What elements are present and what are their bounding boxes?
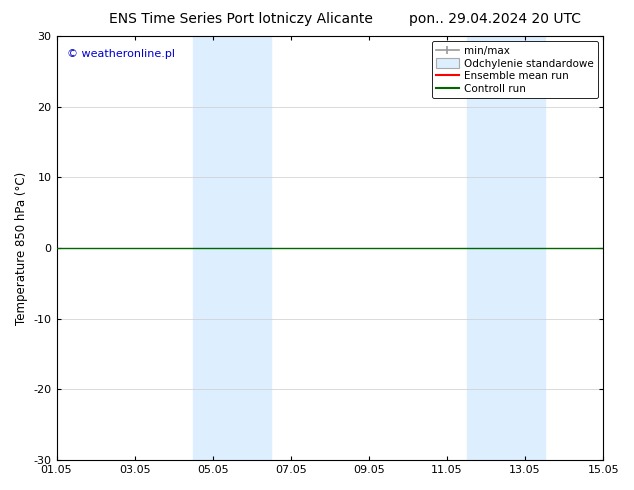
- Bar: [193, 36, 271, 460]
- Y-axis label: Temperature 850 hPa (°C): Temperature 850 hPa (°C): [15, 172, 28, 325]
- Text: pon.. 29.04.2024 20 UTC: pon.. 29.04.2024 20 UTC: [408, 12, 581, 26]
- Legend: min/max, Odchylenie standardowe, Ensemble mean run, Controll run: min/max, Odchylenie standardowe, Ensembl…: [432, 41, 598, 98]
- Bar: [467, 36, 545, 460]
- Text: ENS Time Series Port lotniczy Alicante: ENS Time Series Port lotniczy Alicante: [109, 12, 373, 26]
- Text: © weatheronline.pl: © weatheronline.pl: [67, 49, 176, 59]
